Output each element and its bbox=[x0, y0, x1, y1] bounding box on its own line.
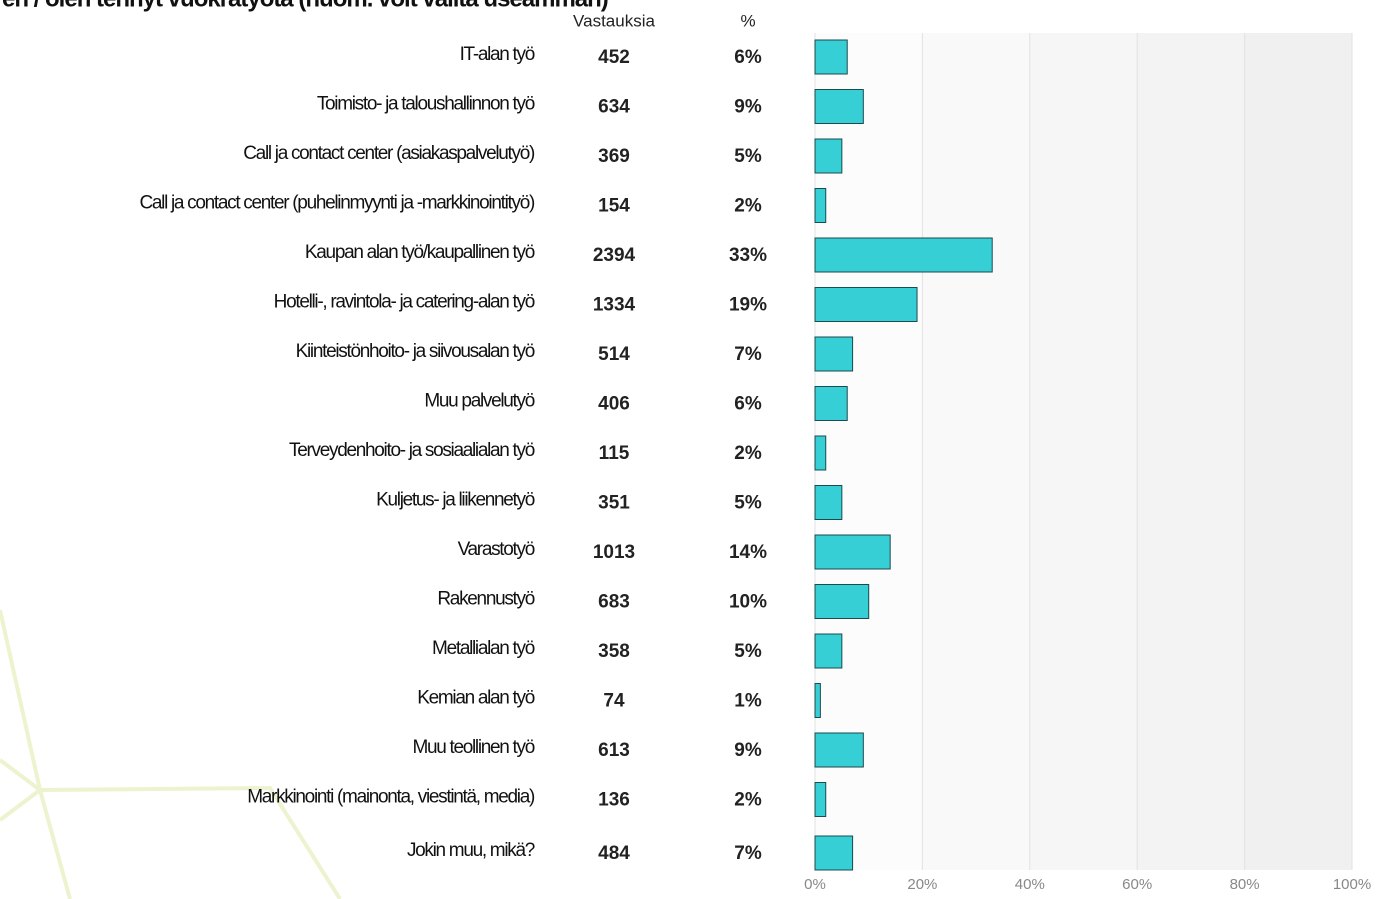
x-tick-label: 0% bbox=[804, 876, 826, 893]
x-tick-label: 80% bbox=[1230, 876, 1260, 893]
count-label: 136 bbox=[598, 790, 630, 811]
bar bbox=[814, 336, 854, 372]
category-label: Toimisto- ja taloushallinnon työ bbox=[317, 94, 535, 115]
plot-band bbox=[1244, 33, 1352, 870]
count-label: 351 bbox=[598, 493, 630, 514]
x-tick-label: 60% bbox=[1122, 876, 1152, 893]
count-label: 683 bbox=[598, 592, 630, 613]
percent-label: 6% bbox=[734, 394, 762, 415]
percent-label: 2% bbox=[734, 196, 762, 217]
percent-label: 33% bbox=[729, 245, 767, 266]
count-label: 514 bbox=[598, 344, 630, 365]
count-label: 484 bbox=[598, 843, 630, 864]
category-label: Terveydenhoito- ja sosiaalialan työ bbox=[289, 440, 535, 461]
x-tick-label: 20% bbox=[907, 876, 937, 893]
bar bbox=[814, 237, 993, 273]
percent-label: 5% bbox=[734, 146, 762, 167]
bar bbox=[814, 89, 864, 124]
plot-band bbox=[1137, 33, 1245, 870]
bar bbox=[814, 584, 870, 619]
bar bbox=[814, 287, 918, 322]
bar bbox=[814, 683, 821, 718]
category-label: Kiinteistönhoito- ja siivousalan työ bbox=[296, 341, 535, 362]
percent-label: 5% bbox=[734, 641, 762, 662]
percent-label: 1% bbox=[734, 691, 762, 712]
category-label: Muu palvelutyö bbox=[424, 391, 534, 412]
decoration bbox=[0, 609, 342, 899]
count-label: 2394 bbox=[593, 245, 636, 266]
bar bbox=[814, 485, 843, 520]
percent-label: 9% bbox=[734, 740, 762, 761]
percent-label: 7% bbox=[734, 344, 762, 365]
count-label: 358 bbox=[598, 641, 630, 662]
category-label: Call ja contact center (asiakaspalveluty… bbox=[243, 143, 535, 164]
x-tick-label: 100% bbox=[1333, 876, 1371, 893]
count-label: 1013 bbox=[593, 542, 635, 563]
category-label: Muu teollinen työ bbox=[412, 737, 534, 758]
category-label: Kaupan alan työ/kaupallinen työ bbox=[305, 242, 535, 263]
bar bbox=[814, 534, 891, 570]
category-label: Metallialan työ bbox=[432, 638, 535, 659]
percent-label: 5% bbox=[734, 493, 762, 514]
count-label: 154 bbox=[598, 196, 630, 217]
count-label: 74 bbox=[603, 691, 625, 712]
bar bbox=[814, 138, 843, 174]
bar bbox=[814, 633, 843, 669]
x-tick-label: 40% bbox=[1015, 876, 1045, 893]
bar bbox=[814, 188, 827, 223]
bar bbox=[814, 39, 848, 75]
chart-title: en / olen tehnyt vuokratyötä (huom. voit… bbox=[2, 0, 608, 12]
count-label: 634 bbox=[598, 97, 630, 118]
bar bbox=[814, 835, 854, 871]
category-label: Call ja contact center (puhelinmyynti ja… bbox=[139, 193, 534, 214]
category-label: Markkinointi (mainonta, viestintä, media… bbox=[247, 787, 535, 808]
count-label: 452 bbox=[598, 47, 630, 68]
category-label: Hotelli-, ravintola- ja catering-alan ty… bbox=[274, 292, 535, 313]
count-label: 369 bbox=[598, 146, 630, 167]
count-header: Vastauksia bbox=[573, 11, 655, 30]
bar bbox=[814, 435, 827, 471]
percent-label: 6% bbox=[734, 47, 762, 68]
percent-label: 2% bbox=[734, 443, 762, 464]
percent-label: 10% bbox=[729, 592, 767, 613]
category-label: Kuljetus- ja liikennetyö bbox=[376, 490, 535, 511]
percent-label: 2% bbox=[734, 790, 762, 811]
plot-band bbox=[1029, 33, 1138, 870]
percent-label: 14% bbox=[729, 542, 767, 563]
bar bbox=[814, 386, 848, 421]
count-label: 1334 bbox=[593, 295, 636, 316]
bar bbox=[814, 732, 864, 768]
category-label: Kemian alan työ bbox=[417, 688, 534, 709]
percent-label: 19% bbox=[729, 295, 767, 316]
percent-label: 9% bbox=[734, 97, 762, 118]
count-label: 406 bbox=[598, 394, 630, 415]
category-label: Jokin muu, mikä? bbox=[407, 840, 535, 861]
percent-header: % bbox=[740, 11, 755, 30]
count-label: 115 bbox=[599, 443, 630, 464]
percent-label: 7% bbox=[734, 843, 762, 864]
count-label: 613 bbox=[598, 740, 630, 761]
plot-band bbox=[922, 33, 1030, 870]
category-label: IT-alan työ bbox=[460, 44, 535, 65]
category-label: Varastotyö bbox=[458, 539, 535, 560]
category-label: Rakennustyö bbox=[437, 589, 534, 610]
bar bbox=[814, 782, 827, 817]
